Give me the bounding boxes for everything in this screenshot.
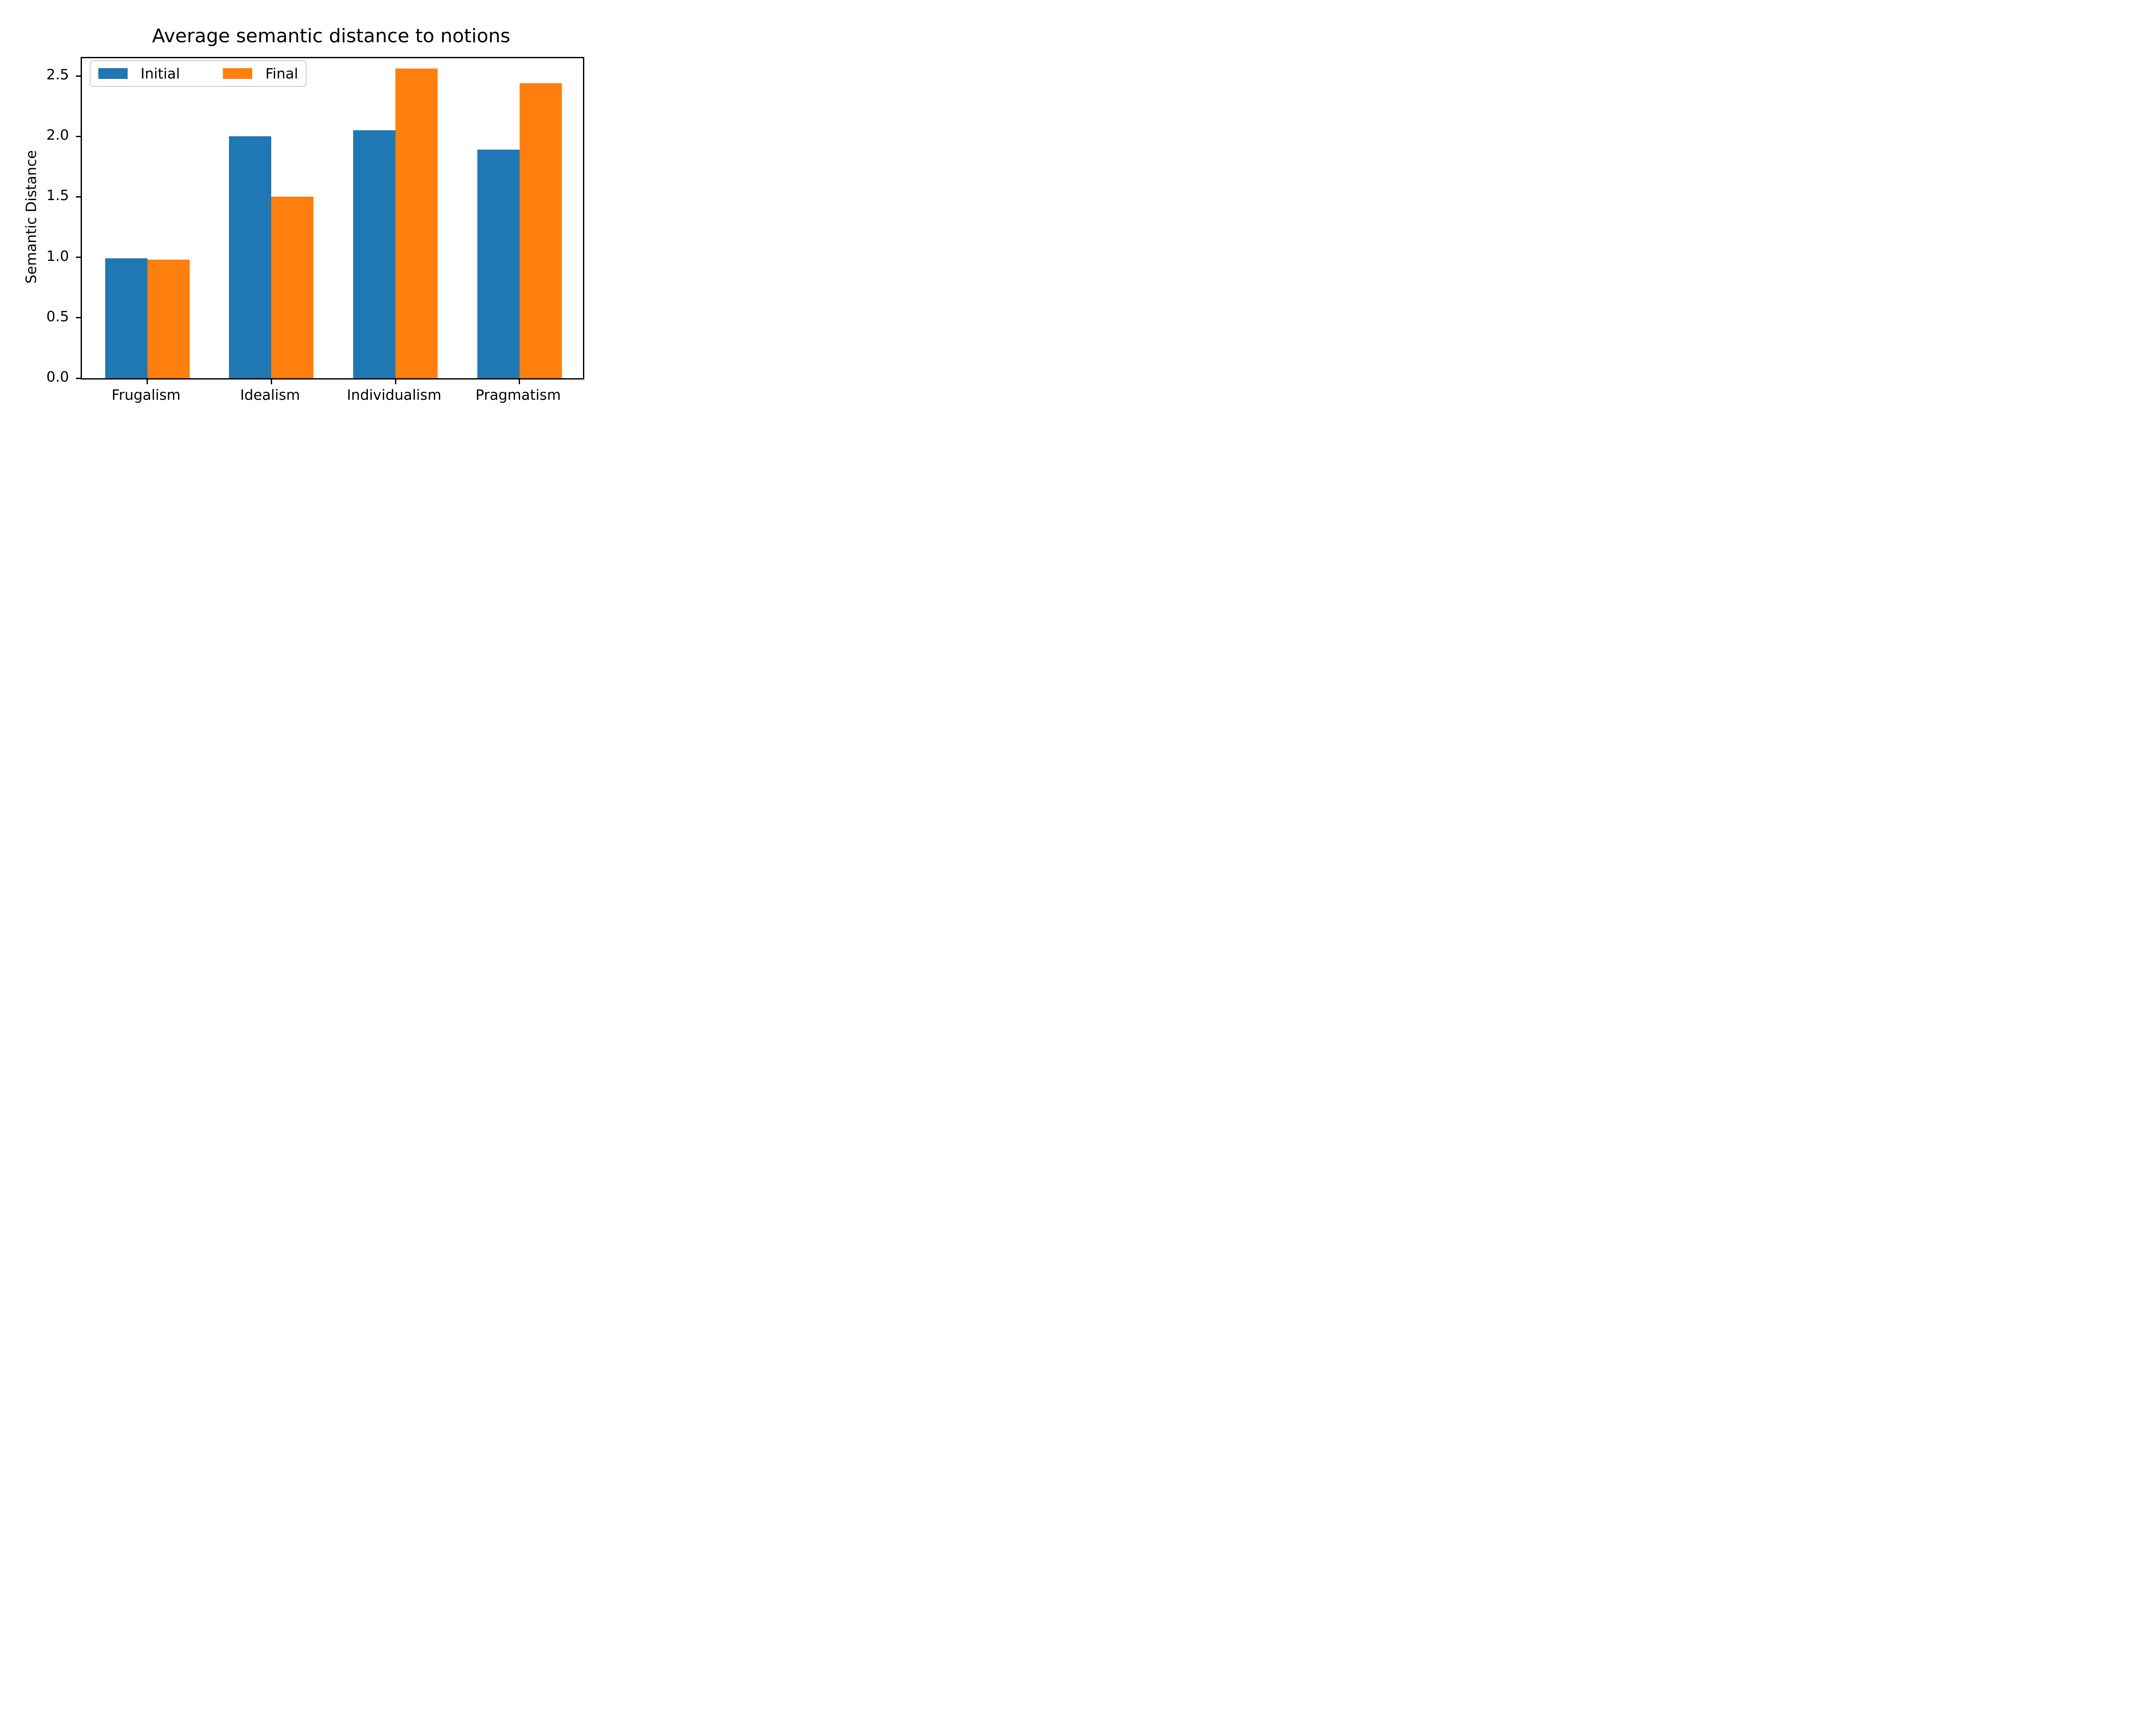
bar-final-pragmatism [519,83,562,378]
y-tick-label-2.5: 2.5 [46,66,69,83]
x-tick-idealism [270,380,272,384]
figure: Average semantic distance to notions Sem… [0,0,647,431]
chart-title: Average semantic distance to notions [152,25,511,47]
y-tick-label-2.0: 2.0 [46,126,69,144]
y-tick-2.5 [76,75,81,77]
legend-item-final: Final [223,65,298,82]
bar-initial-pragmatism [477,150,520,378]
bar-initial-frugalism [105,258,147,378]
x-tick-label-individualism: Individualism [347,386,442,403]
y-tick-label-1.5: 1.5 [46,187,69,204]
x-tick-frugalism [147,380,148,384]
bar-final-individualism [395,69,438,378]
legend-label-final: Final [265,65,298,82]
y-tick-label-1.0: 1.0 [46,247,69,264]
legend-swatch-final [223,68,253,79]
bar-final-idealism [271,197,314,378]
legend-item-initial: Initial [98,65,180,82]
bar-initial-individualism [353,130,396,378]
y-tick-0.5 [76,317,81,319]
x-tick-label-pragmatism: Pragmatism [475,386,561,403]
bar-final-frugalism [147,260,190,378]
y-tick-label-0.0: 0.0 [46,368,69,385]
y-tick-1.0 [76,257,81,258]
y-tick-0.0 [76,377,81,379]
legend-label-initial: Initial [141,65,180,82]
x-tick-label-frugalism: Frugalism [111,386,181,403]
y-tick-1.5 [76,196,81,198]
x-tick-individualism [395,380,396,384]
legend: Initial Final [90,60,307,87]
bar-initial-idealism [229,136,272,378]
x-tick-label-idealism: Idealism [240,386,300,403]
legend-swatch-initial [98,68,128,79]
y-tick-2.0 [76,135,81,137]
y-tick-label-0.5: 0.5 [46,307,69,325]
plot-area: Initial Final [76,57,584,384]
x-tick-pragmatism [519,380,520,384]
